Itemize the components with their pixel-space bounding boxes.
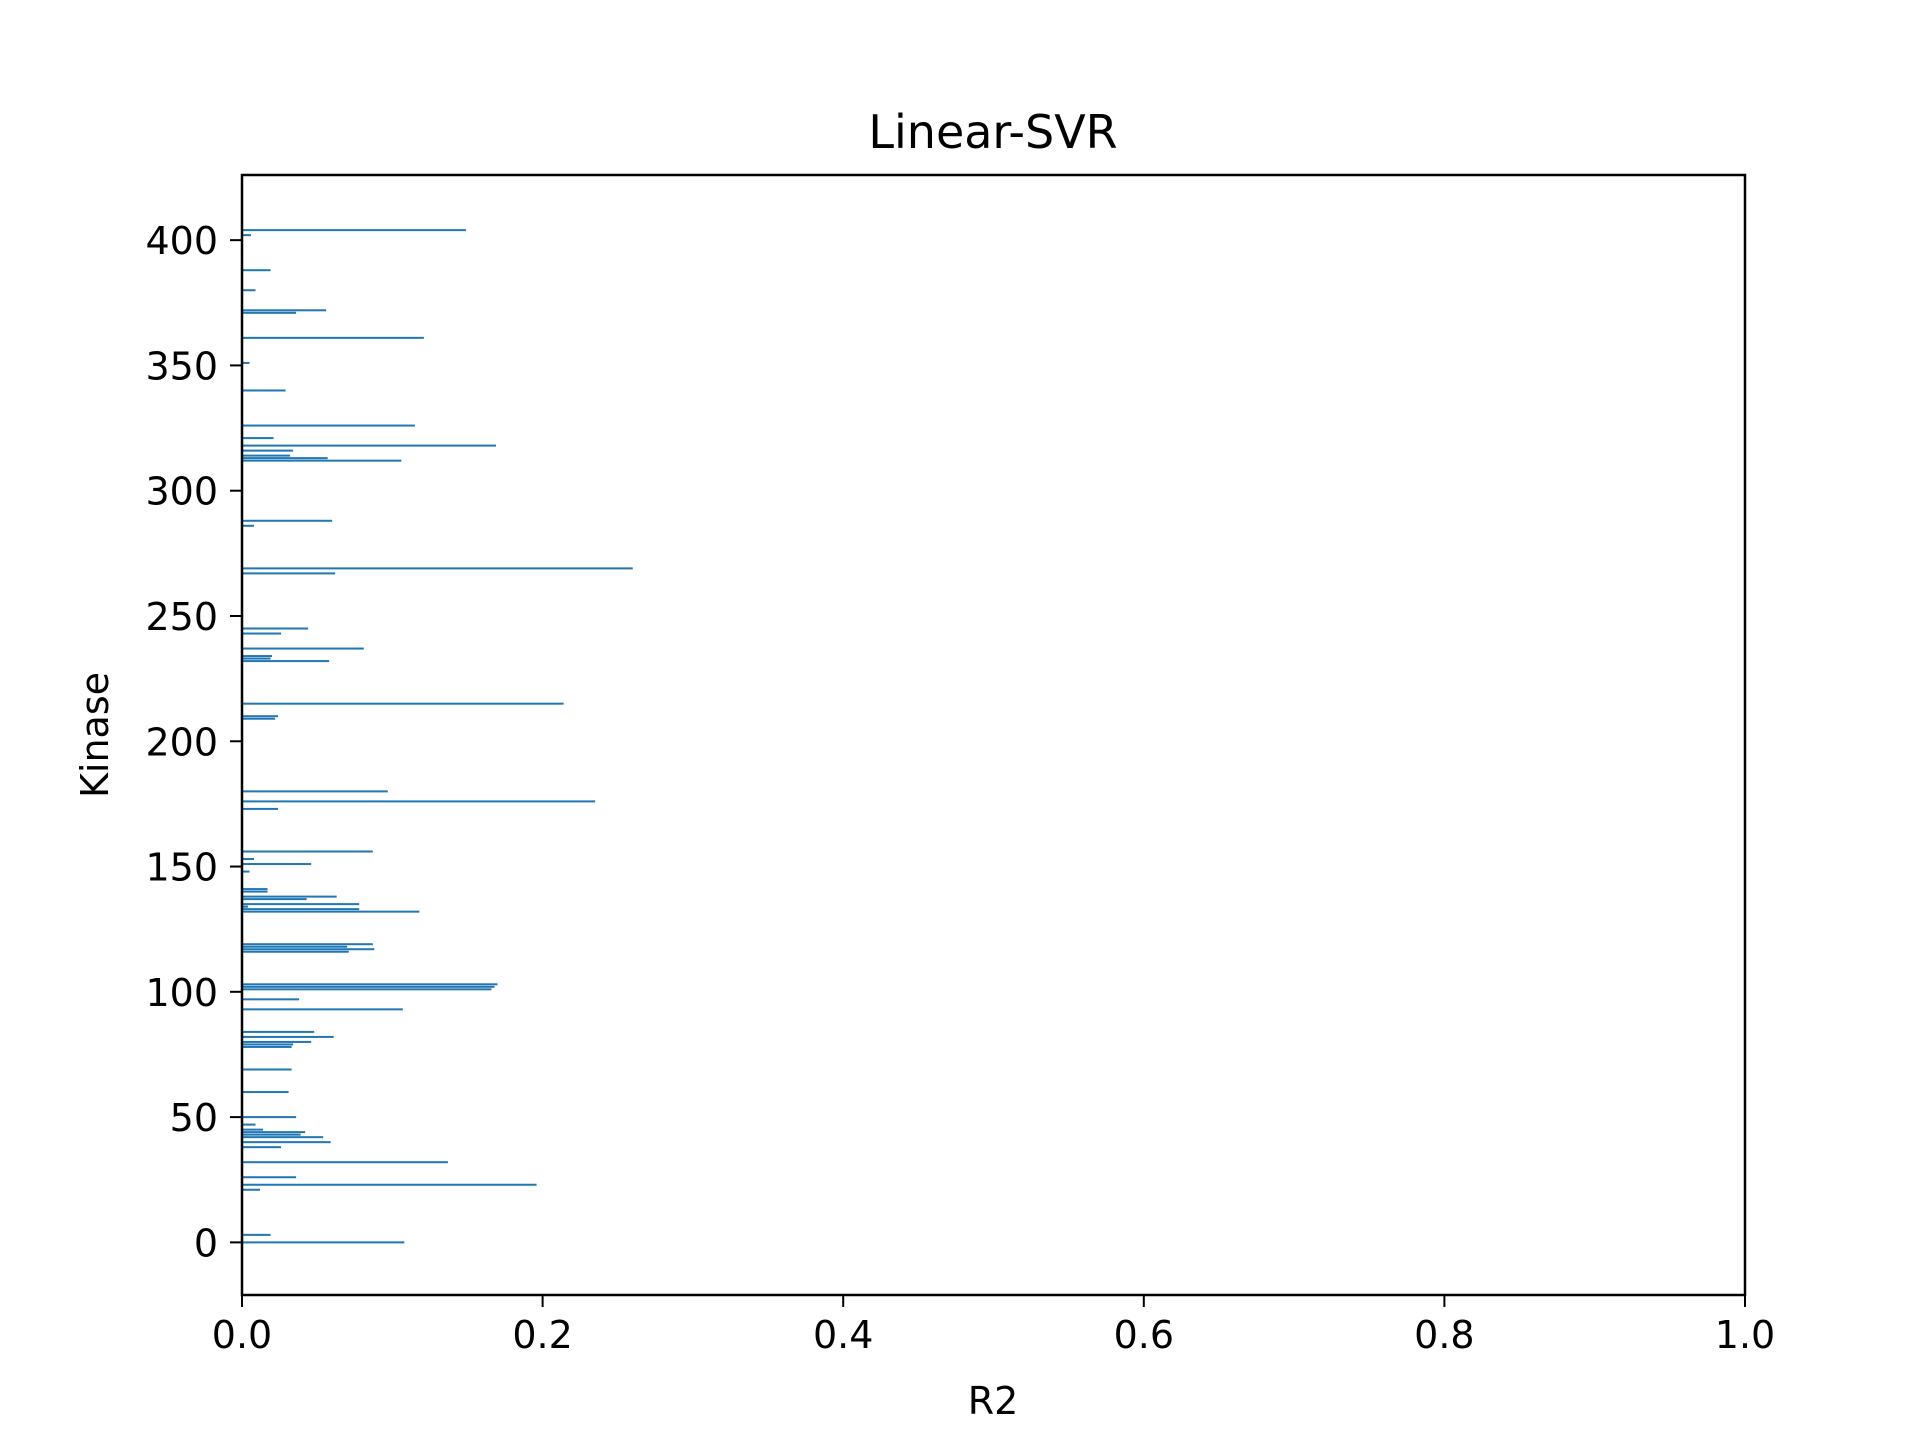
y-tick-label: 0 — [194, 1221, 218, 1265]
bar — [242, 945, 348, 948]
bar — [242, 1183, 537, 1186]
bar — [242, 361, 250, 364]
y-tick-label: 400 — [145, 219, 218, 263]
bar — [242, 905, 249, 908]
bar — [242, 888, 268, 891]
bar — [242, 269, 271, 272]
bar — [242, 903, 360, 906]
bar — [242, 1043, 294, 1046]
y-axis: 0 50 100 150 200 250 300 350 400 — [145, 219, 242, 1265]
bar — [242, 1040, 312, 1043]
bar — [242, 234, 252, 237]
bar — [242, 1233, 271, 1236]
bar — [242, 1091, 289, 1094]
bar — [242, 444, 497, 447]
bar — [242, 519, 333, 522]
bar — [242, 1045, 292, 1048]
bar — [242, 715, 279, 718]
bar — [242, 908, 360, 911]
bar — [242, 567, 633, 570]
bar — [242, 660, 330, 663]
bar — [242, 449, 294, 452]
bar — [242, 717, 276, 720]
bar — [242, 985, 495, 988]
y-tick-label: 200 — [145, 720, 218, 764]
bar — [242, 457, 328, 460]
bar — [242, 1116, 297, 1119]
bar — [242, 1241, 405, 1244]
bar — [242, 1030, 315, 1033]
bar — [242, 890, 268, 893]
bar — [242, 424, 415, 427]
chart-title: Linear-SVR — [868, 105, 1117, 159]
bar — [242, 437, 274, 440]
bar — [242, 1161, 448, 1164]
bar — [242, 983, 498, 986]
bar — [242, 1188, 261, 1191]
bar — [242, 948, 375, 951]
y-tick-label: 300 — [145, 470, 218, 514]
bar — [242, 1068, 292, 1071]
plot-frame — [240, 173, 1747, 1297]
bar — [242, 863, 312, 866]
bar — [242, 459, 402, 462]
bar — [242, 1131, 306, 1134]
bar — [242, 1146, 282, 1149]
bar — [242, 1136, 324, 1139]
bar — [242, 647, 364, 650]
y-tick-label: 150 — [145, 846, 218, 890]
bar — [242, 702, 564, 705]
x-tick-label: 0.6 — [1114, 1313, 1174, 1357]
bar — [242, 627, 309, 630]
bar — [242, 988, 492, 991]
bar — [242, 998, 300, 1001]
bar — [242, 1133, 301, 1136]
bar — [242, 800, 596, 803]
bar — [242, 1123, 256, 1126]
bar — [242, 389, 286, 392]
x-tick-label: 0.2 — [512, 1313, 572, 1357]
bar — [242, 1176, 297, 1179]
bar — [242, 910, 420, 913]
bar — [242, 572, 336, 575]
x-tick-label: 1.0 — [1715, 1313, 1775, 1357]
bar — [242, 1128, 264, 1131]
x-tick-label: 0.8 — [1414, 1313, 1474, 1357]
y-tick-label: 350 — [145, 344, 218, 388]
bar — [242, 289, 256, 292]
bar — [242, 655, 273, 658]
bar — [242, 858, 255, 861]
bar — [242, 807, 279, 810]
bar — [242, 1035, 334, 1038]
bar — [242, 524, 255, 527]
bar — [242, 850, 373, 853]
bar — [242, 950, 349, 953]
bar — [242, 657, 271, 660]
bar — [242, 229, 466, 232]
bar — [242, 454, 291, 457]
bar — [242, 870, 250, 873]
x-axis-label: R2 — [968, 1379, 1019, 1423]
bar — [242, 943, 373, 946]
x-tick-label: 0.4 — [813, 1313, 873, 1357]
y-tick-label: 50 — [170, 1096, 218, 1140]
bar — [242, 311, 297, 314]
bar — [242, 895, 337, 898]
bar — [242, 790, 388, 793]
x-axis: 0.0 0.2 0.4 0.6 0.8 1.0 — [212, 1295, 1775, 1357]
bar — [242, 632, 282, 635]
bars-group — [242, 229, 633, 1244]
bar — [242, 898, 307, 901]
x-tick-label: 0.0 — [212, 1313, 272, 1357]
y-tick-label: 250 — [145, 595, 218, 639]
bar — [242, 1008, 403, 1011]
bar — [242, 309, 327, 312]
bar — [242, 336, 424, 339]
y-axis-label: Kinase — [73, 672, 117, 798]
y-tick-label: 100 — [145, 971, 218, 1015]
bar — [242, 1141, 331, 1144]
